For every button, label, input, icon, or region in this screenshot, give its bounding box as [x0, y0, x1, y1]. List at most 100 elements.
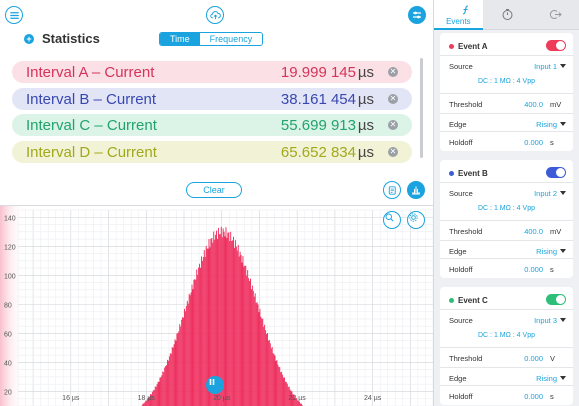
- tab-frequency[interactable]: Frequency: [199, 33, 263, 45]
- statistics-row-unit: µs: [357, 90, 374, 108]
- histogram-bar: [160, 377, 162, 406]
- histogram-bar: [171, 347, 173, 406]
- hamburger-menu-icon[interactable]: [5, 6, 23, 24]
- event-title: Event C: [458, 296, 488, 305]
- histogram-bar: [295, 397, 297, 406]
- statistics-scrollbar[interactable]: [420, 58, 423, 158]
- clear-button[interactable]: Clear: [186, 182, 242, 198]
- x-tick-label: 18 µs: [138, 395, 156, 402]
- source-row[interactable]: Source Input 3: [440, 309, 573, 329]
- holdoff-input[interactable]: 0.000: [524, 138, 543, 147]
- gear-icon[interactable]: [407, 211, 425, 229]
- event-card: Event B Source Input 2 DC : 1 MΩ : 4 Vpp Thr…: [440, 160, 573, 278]
- holdoff-input[interactable]: 0.000: [524, 265, 543, 274]
- coupling-text[interactable]: DC : 1 MΩ : 4 Vpp: [478, 78, 535, 85]
- event-enable-toggle[interactable]: [546, 294, 566, 305]
- histogram-mode-icon[interactable]: [407, 181, 425, 199]
- histogram-bar: [181, 319, 183, 406]
- cloud-upload-icon[interactable]: [206, 6, 224, 24]
- sliders-icon[interactable]: [408, 6, 426, 24]
- histogram-bar: [234, 240, 236, 406]
- threshold-input[interactable]: 0.000: [524, 354, 543, 363]
- holdoff-row[interactable]: Holdoff 0.000 s: [440, 385, 573, 405]
- edge-select[interactable]: Rising: [536, 374, 557, 383]
- source-select[interactable]: Input 3: [534, 316, 557, 325]
- threshold-row[interactable]: Threshold 400.0 mV: [440, 220, 573, 240]
- tab-exit[interactable]: [531, 0, 579, 30]
- edge-label: Edge: [449, 247, 467, 256]
- x-tick-label: 16 µs: [62, 395, 80, 402]
- holdoff-row[interactable]: Holdoff 0.000 s: [440, 131, 573, 151]
- expand-plus-icon[interactable]: +: [24, 34, 34, 44]
- holdoff-row[interactable]: Holdoff 0.000 s: [440, 258, 573, 278]
- remove-row-icon[interactable]: ✕: [388, 120, 398, 130]
- histogram-bar: [172, 347, 174, 406]
- histogram-bar: [213, 231, 215, 406]
- histogram-bar: [187, 303, 189, 406]
- histogram-svg: 20 40 60 80 100 120 140 16 µs 18 µs 20 µs 22 µs 24 …: [0, 206, 433, 406]
- remove-row-icon[interactable]: ✕: [388, 67, 398, 77]
- threshold-input[interactable]: 400.0: [524, 227, 543, 236]
- histogram-bar: [281, 371, 283, 406]
- histogram-bar: [147, 398, 149, 406]
- histogram-bar: [266, 334, 267, 406]
- histogram-bar: [225, 227, 227, 406]
- statistics-row-value: 19.999 145: [280, 64, 356, 81]
- remove-row-icon[interactable]: ✕: [388, 146, 398, 157]
- holdoff-label: Holdoff: [449, 392, 473, 401]
- histogram-bar: [284, 381, 286, 406]
- edge-label: Edge: [449, 374, 467, 383]
- pause-icon[interactable]: [206, 376, 224, 394]
- histogram-bar: [155, 386, 157, 406]
- edge-row[interactable]: Edge Rising: [440, 240, 573, 260]
- histogram-bar: [199, 263, 201, 406]
- edge-select[interactable]: Rising: [536, 120, 557, 129]
- edge-row[interactable]: Edge Rising: [440, 113, 573, 133]
- threshold-row[interactable]: Threshold 0.000 V: [440, 347, 573, 367]
- histogram-bar: [290, 390, 292, 406]
- histogram-bar: [277, 364, 279, 406]
- x-tick-label: 24 µs: [364, 395, 382, 402]
- event-enable-toggle[interactable]: [546, 40, 566, 51]
- source-row[interactable]: Source Input 1: [440, 55, 573, 75]
- threshold-row[interactable]: Threshold 400.0 mV: [440, 93, 573, 113]
- statistics-row[interactable]: Interval A – Current 19.999 145 µs ✕: [12, 61, 412, 83]
- histogram-bar: [193, 279, 195, 406]
- edge-select[interactable]: Rising: [536, 247, 557, 256]
- histogram-bar: [205, 245, 207, 406]
- coupling-text[interactable]: DC : 1 MΩ : 4 Vpp: [478, 205, 535, 212]
- zoom-icon[interactable]: [383, 211, 401, 229]
- statistics-row-label: Interval D – Current: [26, 143, 157, 161]
- histogram-bar: [271, 347, 273, 406]
- remove-row-icon[interactable]: ✕: [388, 93, 398, 104]
- event-title: Event A: [458, 42, 488, 51]
- source-select[interactable]: Input 2: [534, 189, 557, 198]
- source-select[interactable]: Input 1: [534, 62, 557, 71]
- threshold-input[interactable]: 400.0: [524, 100, 543, 109]
- histogram-bar: [206, 248, 208, 406]
- source-row[interactable]: Source Input 2: [440, 182, 573, 202]
- histogram-bar: [233, 236, 234, 406]
- statistics-row[interactable]: Interval C – Current 55.699 913 µs ✕: [12, 114, 412, 136]
- edge-row[interactable]: Edge Rising: [440, 367, 573, 387]
- event-enable-toggle[interactable]: [546, 167, 566, 178]
- histogram-bar: [182, 317, 184, 406]
- tab-events[interactable]: Events: [434, 0, 483, 30]
- tab-timing[interactable]: [482, 0, 532, 30]
- chevron-down-icon: [560, 376, 566, 380]
- histogram-bar: [164, 367, 166, 406]
- histogram-bar: [253, 296, 255, 406]
- statistics-row-label: Interval B – Current: [26, 90, 157, 108]
- coupling-text[interactable]: DC : 1 MΩ : 4 Vpp: [478, 332, 535, 339]
- statistics-list: Interval A – Current 19.999 145 µs ✕ Interva…: [12, 61, 412, 167]
- histogram-bar: [174, 339, 176, 406]
- notes-icon[interactable]: [383, 181, 401, 199]
- statistics-row-unit: µs: [357, 143, 374, 161]
- tab-time[interactable]: Time: [160, 33, 200, 45]
- statistics-row[interactable]: Interval D – Current 65.652 834 µs ✕: [12, 140, 412, 163]
- exit-icon: [550, 10, 563, 19]
- statistics-row[interactable]: Interval B – Current 38.161 454 µs ✕: [12, 87, 412, 110]
- holdoff-input[interactable]: 0.000: [524, 392, 543, 401]
- histogram-bar: [294, 396, 296, 406]
- histogram-bar: [146, 400, 148, 406]
